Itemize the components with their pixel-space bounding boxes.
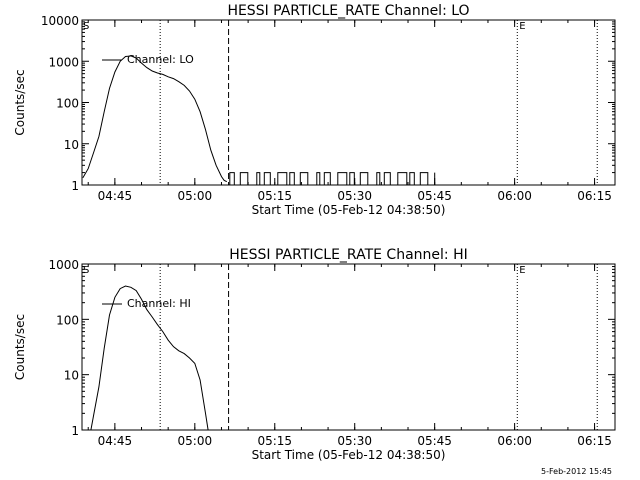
legend-label-hi: Channel: HI (127, 297, 191, 310)
x-tick-label-lo: 05:45 (417, 189, 452, 203)
x-tick-label-hi: 05:15 (257, 434, 292, 448)
x-tick-label-lo: 06:00 (497, 189, 532, 203)
y-tick-label-lo: 10000 (41, 14, 79, 28)
footer-timestamp: 5-Feb-2012 15:45 (541, 467, 612, 476)
x-tick-label-hi: 05:30 (337, 434, 372, 448)
x-tick-label-hi: 04:45 (98, 434, 133, 448)
x-tick-label-lo: 04:45 (98, 189, 133, 203)
plot-frame-hi (81, 263, 616, 431)
x-tick-label-lo: 05:15 (257, 189, 292, 203)
plot-frame-lo (81, 19, 616, 186)
chart-title-hi: HESSI PARTICLE_RATE Channel: HI (229, 247, 467, 263)
x-tick-label-hi: 05:45 (417, 434, 452, 448)
y-tick-label-hi: 10 (64, 369, 79, 383)
x-tick-label-hi: 06:00 (497, 434, 532, 448)
x-tick-label-lo: 05:30 (337, 189, 372, 203)
y-axis-label-hi: Counts/sec (13, 314, 27, 380)
x-tick-label-lo: 05:00 (178, 189, 213, 203)
y-tick-label-lo: 1000 (48, 55, 79, 69)
x-tick-label-hi: 05:00 (178, 434, 213, 448)
x-axis-label-lo: Start Time (05-Feb-12 04:38:50) (252, 203, 446, 217)
end-flag-hi: E (519, 265, 525, 276)
noise-baseline-lo (226, 172, 436, 186)
series-line-lo (82, 55, 228, 183)
x-axis-label-hi: Start Time (05-Feb-12 04:38:50) (252, 448, 446, 462)
y-tick-label-lo: 100 (56, 97, 79, 111)
x-tick-label-hi: 06:15 (577, 434, 612, 448)
y-tick-label-lo: 1 (71, 179, 79, 193)
end-flag-lo: E (519, 21, 525, 32)
start-flag-hi: S (83, 265, 89, 276)
x-tick-label-lo: 06:15 (577, 189, 612, 203)
y-axis-label-lo: Counts/sec (13, 69, 27, 135)
y-tick-label-lo: 10 (64, 138, 79, 152)
start-flag-lo: S (83, 21, 89, 32)
series-line-hi (90, 285, 209, 431)
y-tick-label-hi: 1 (71, 424, 79, 438)
chart-title-lo: HESSI PARTICLE_RATE Channel: LO (227, 3, 469, 19)
y-tick-label-hi: 100 (56, 313, 79, 327)
y-tick-label-hi: 1000 (48, 258, 79, 272)
